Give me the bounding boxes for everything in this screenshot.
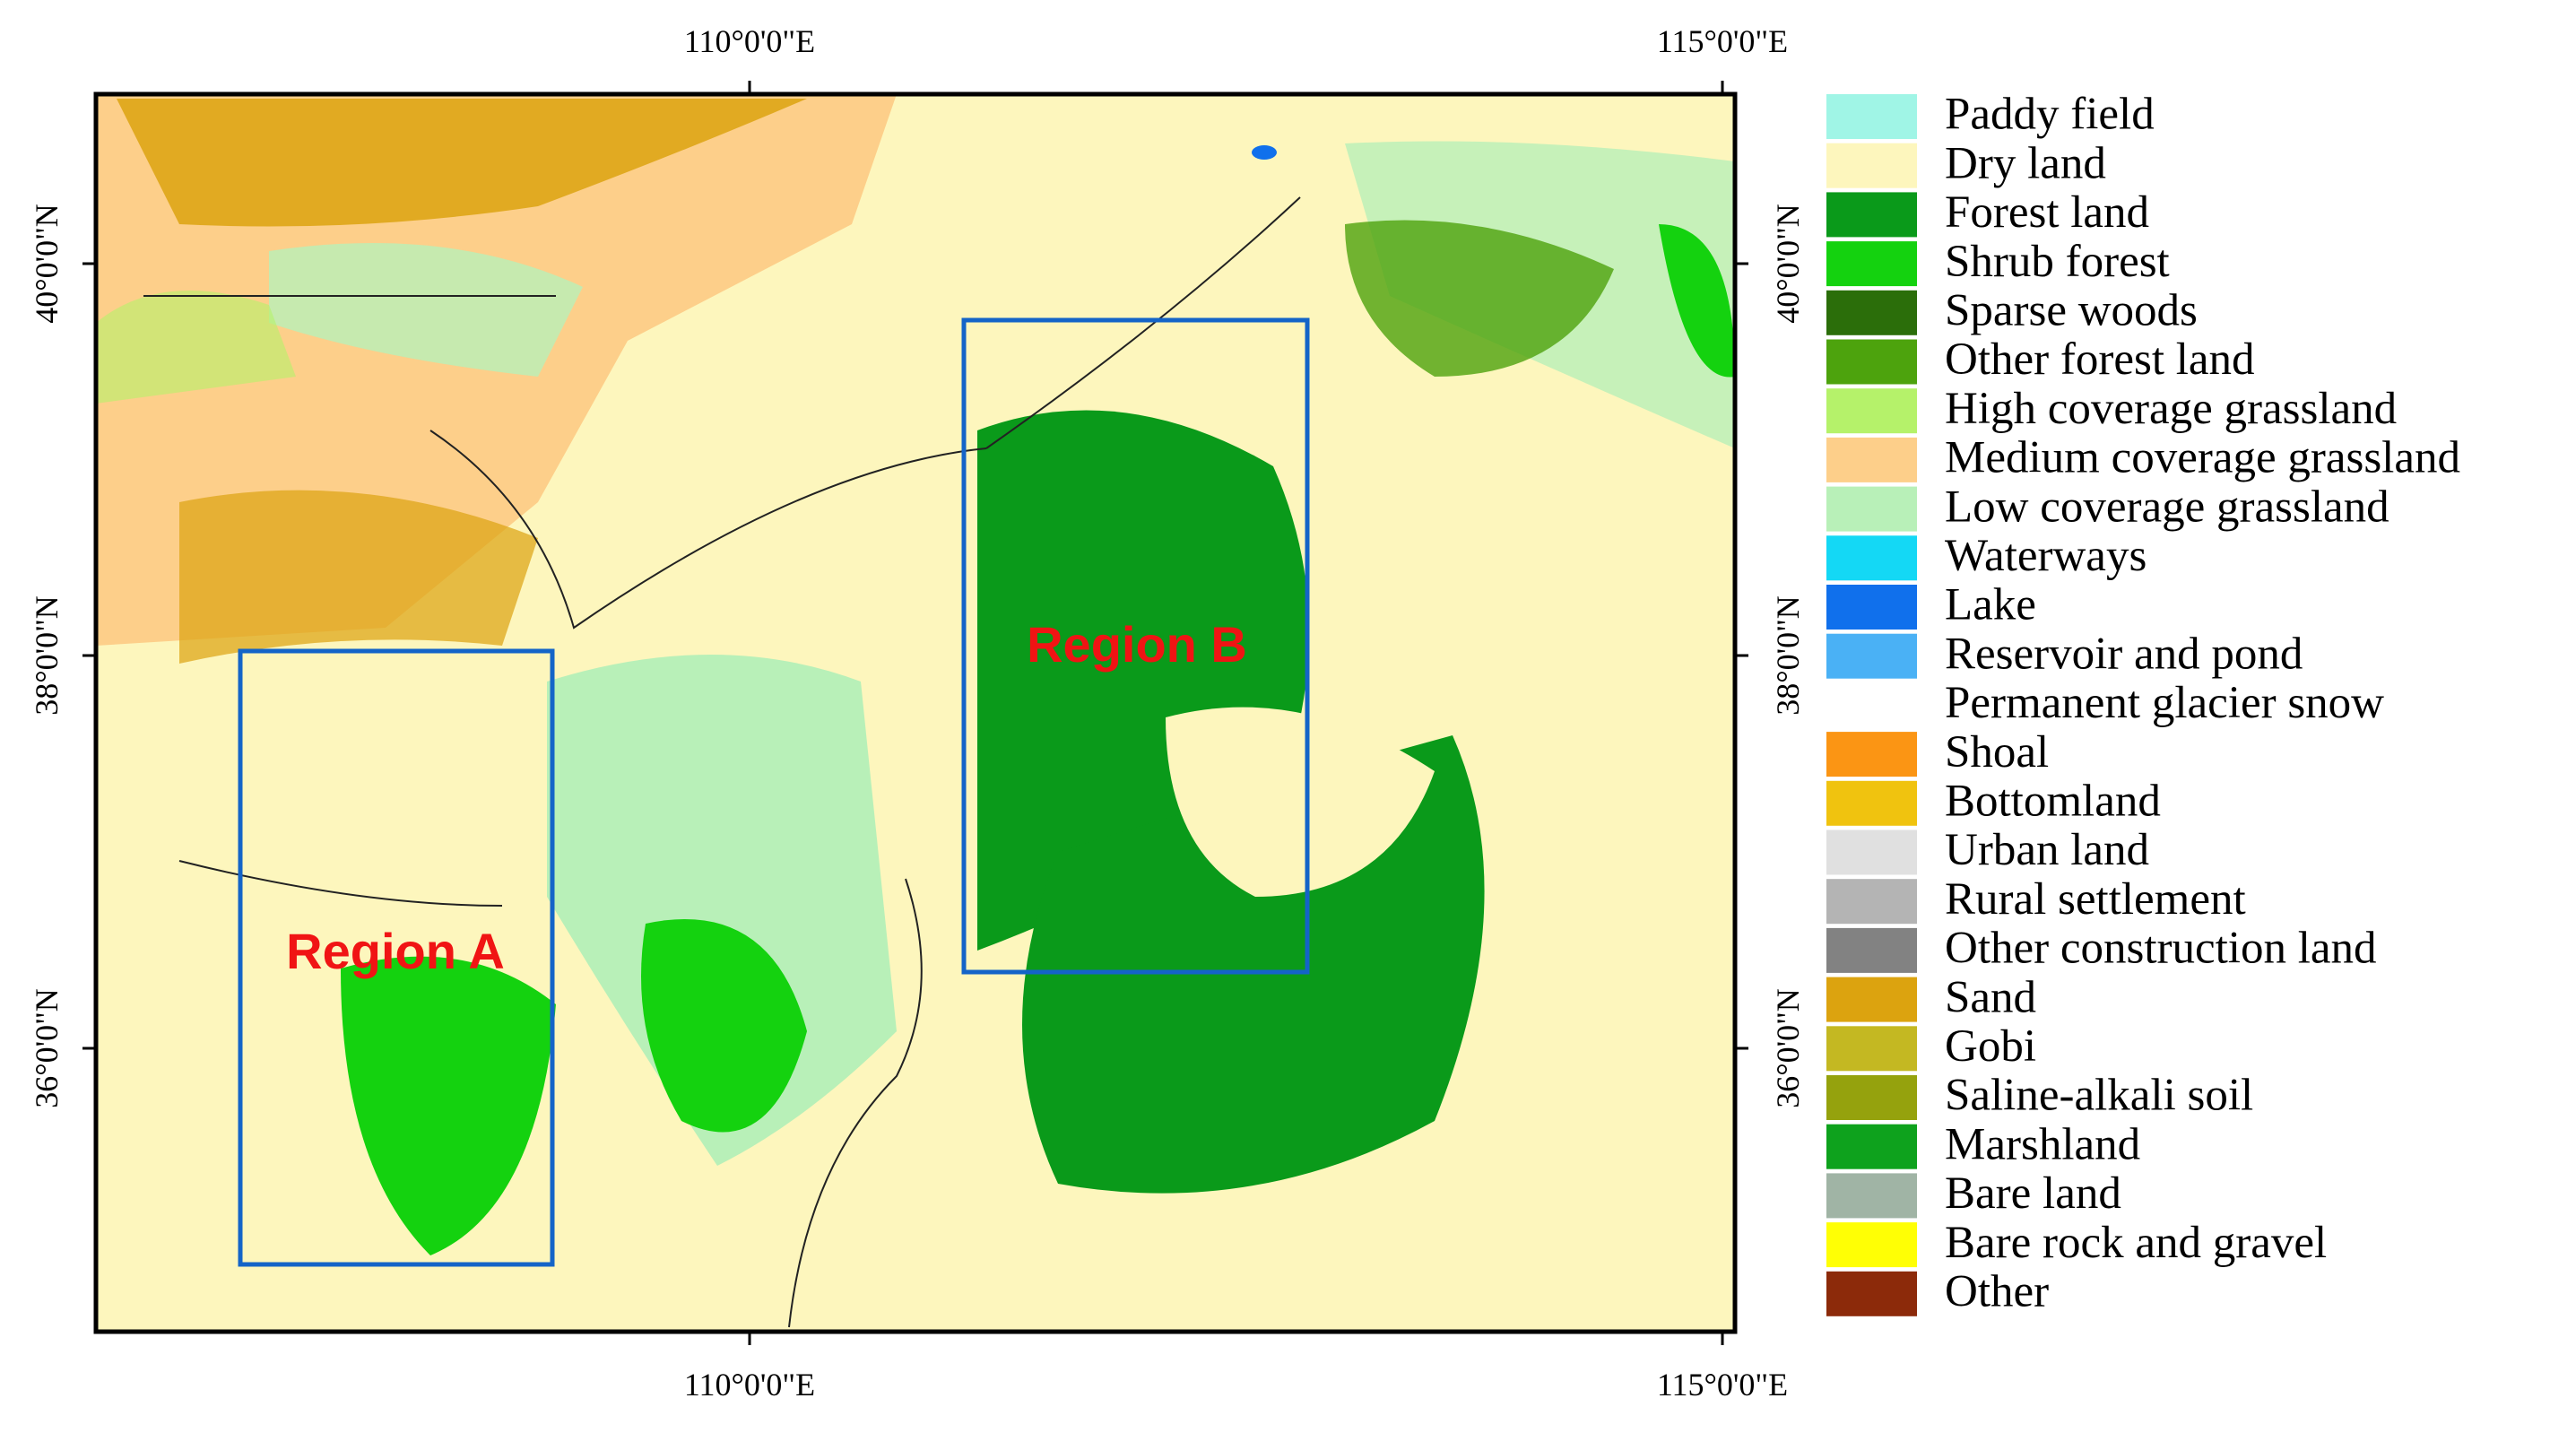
- region-box: [238, 648, 555, 1267]
- legend-label: Waterways: [1945, 531, 2147, 581]
- legend-label: Reservoir and pond: [1945, 629, 2303, 679]
- legend-label: Other construction land: [1945, 924, 2377, 974]
- region-label: Region A: [286, 923, 505, 979]
- legend-swatch: [1826, 1173, 1917, 1219]
- legend-swatch: [1826, 977, 1917, 1022]
- longitude-label: 110°0'0"E: [684, 23, 815, 59]
- legend-label: Other forest land: [1945, 334, 2255, 385]
- legend-label: High coverage grassland: [1945, 384, 2397, 434]
- legend-swatch: [1826, 339, 1917, 385]
- legend-label: Rural settlement: [1945, 874, 2246, 925]
- legend-swatch: [1826, 143, 1917, 188]
- legend-swatch: [1826, 290, 1917, 335]
- land-use-raster: [96, 94, 1735, 1332]
- legend-swatch: [1826, 437, 1917, 482]
- legend-swatch: [1826, 682, 1917, 728]
- legend-swatch: [1826, 585, 1917, 630]
- map-frame: [93, 91, 1738, 1334]
- legend-label: Shoal: [1945, 727, 2049, 777]
- legend-swatch: [1826, 780, 1917, 826]
- legend-swatch: [1826, 633, 1917, 679]
- longitude-label: 110°0'0"E: [684, 1367, 815, 1403]
- legend-label: Sand: [1945, 972, 2036, 1022]
- latitude-label: 36°0'0"N: [29, 988, 65, 1108]
- legend-label: Sparse woods: [1945, 286, 2198, 336]
- legend-swatch: [1826, 829, 1917, 875]
- longitude-label: 115°0'0"E: [1657, 1367, 1788, 1403]
- latitude-label: 38°0'0"N: [1770, 595, 1806, 716]
- legend-swatch: [1826, 1271, 1917, 1316]
- legend-swatch: [1826, 1222, 1917, 1268]
- legend-label: Medium coverage grassland: [1945, 433, 2460, 483]
- legend-swatch: [1826, 241, 1917, 287]
- legend-label: Marshland: [1945, 1119, 2140, 1169]
- legend-swatch: [1826, 1124, 1917, 1169]
- legend-swatch: [1826, 879, 1917, 925]
- legend-label: Saline-alkali soil: [1945, 1071, 2253, 1121]
- legend-label: Gobi: [1945, 1021, 2036, 1072]
- legend-label: Bottomland: [1945, 777, 2161, 827]
- legend-label: Bare rock and gravel: [1945, 1218, 2327, 1268]
- graticule-ticks: [82, 81, 1748, 1345]
- legend-label: Bare land: [1945, 1168, 2121, 1219]
- legend-label: Low coverage grassland: [1945, 482, 2390, 532]
- legend-swatch: [1826, 1075, 1917, 1120]
- latitude-label: 40°0'0"N: [29, 204, 65, 324]
- region-label: Region B: [1027, 616, 1247, 673]
- legend-swatch: [1826, 192, 1917, 238]
- legend-swatch: [1826, 1026, 1917, 1072]
- legend-swatch: [1826, 486, 1917, 532]
- legend-swatch: [1826, 927, 1917, 973]
- legend-label: Other: [1945, 1267, 2049, 1317]
- legend-swatch: [1826, 94, 1917, 139]
- region-box: [961, 317, 1310, 975]
- legend-label: Permanent glacier snow: [1945, 678, 2384, 728]
- legend-swatch: [1826, 732, 1917, 777]
- legend-label: Forest land: [1945, 187, 2149, 238]
- legend-swatch: [1826, 388, 1917, 434]
- legend-label: Paddy field: [1945, 90, 2155, 140]
- legend-label: Dry land: [1945, 138, 2106, 188]
- longitude-label: 115°0'0"E: [1657, 23, 1788, 59]
- legend-label: Shrub forest: [1945, 237, 2170, 287]
- latitude-label: 38°0'0"N: [29, 595, 65, 716]
- legend-swatch: [1826, 535, 1917, 581]
- latitude-label: 40°0'0"N: [1770, 204, 1806, 324]
- legend-label: Urban land: [1945, 825, 2149, 875]
- latitude-label: 36°0'0"N: [1770, 988, 1806, 1108]
- legend-label: Lake: [1945, 580, 2036, 630]
